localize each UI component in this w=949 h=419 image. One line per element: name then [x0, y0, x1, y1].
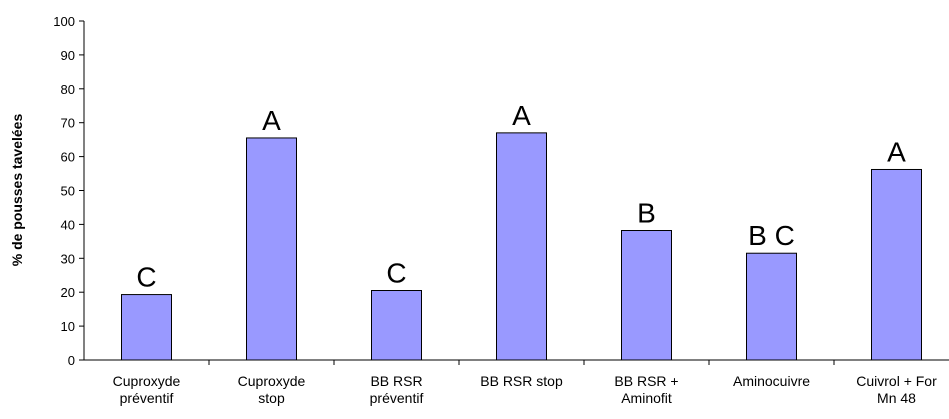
y-tick-label: 90	[61, 48, 75, 63]
y-tick-label: 40	[61, 217, 75, 232]
category-label: BB RSR + Aminofit	[614, 373, 678, 406]
y-tick-label: 100	[53, 14, 75, 29]
bar	[621, 230, 672, 361]
y-tick-label: 20	[61, 285, 75, 300]
significance-letter: C	[386, 258, 406, 289]
category-label: Cuproxyde préventif	[113, 373, 181, 406]
bar	[496, 132, 547, 361]
significance-letters: C A C A B B C A	[136, 100, 906, 293]
bar	[246, 137, 297, 361]
category-label: BB RSR stop	[480, 373, 563, 389]
significance-letter: A	[887, 136, 906, 167]
category-label: Aminocuivre	[733, 373, 810, 389]
y-tick-label: 50	[61, 184, 75, 199]
category-label: BB RSR préventif	[370, 373, 424, 406]
significance-letter: A	[512, 100, 531, 131]
y-tick-label: 30	[61, 251, 75, 266]
bar	[371, 290, 422, 361]
y-tick-label: 80	[61, 82, 75, 97]
bar	[746, 252, 797, 361]
significance-letter: B	[637, 198, 656, 229]
bar	[871, 168, 922, 361]
y-axis-ticks: 0 10 20 30 40 50 60 70 80 90 100	[53, 14, 84, 368]
x-axis-ticks	[208, 360, 835, 365]
y-tick-label: 0	[68, 353, 75, 368]
y-tick-label: 70	[61, 116, 75, 131]
y-tick-label: 10	[61, 319, 75, 334]
bar	[121, 294, 172, 361]
significance-letter: C	[136, 262, 156, 293]
significance-letter: A	[262, 105, 281, 136]
bars	[121, 132, 922, 361]
y-axis-title: % de pousses tavelées	[9, 114, 25, 267]
significance-letter: B C	[748, 220, 795, 251]
category-label: Cuproxyde stop	[238, 373, 306, 406]
y-tick-label: 60	[61, 150, 75, 165]
category-labels: Cuproxyde préventif Cuproxyde stop BB RSR pré…	[113, 373, 937, 406]
category-label: Cuivrol + For Mn 48	[856, 373, 937, 406]
